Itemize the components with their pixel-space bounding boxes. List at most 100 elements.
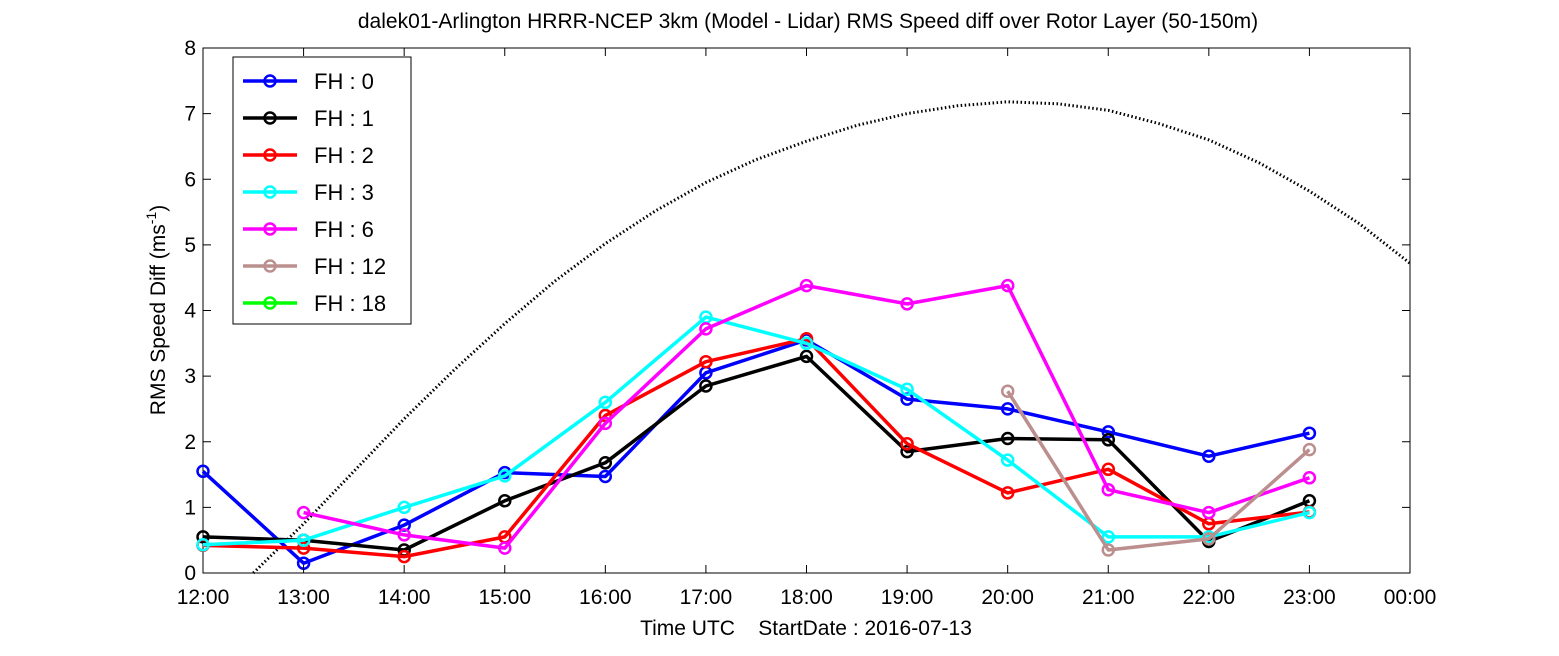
data-point xyxy=(196,530,210,544)
data-point xyxy=(1302,505,1317,520)
legend-label: FH : 2 xyxy=(314,143,374,168)
data-point xyxy=(1101,425,1116,439)
data-point xyxy=(900,444,914,459)
x-tick-label: 17:00 xyxy=(680,586,733,609)
series-line xyxy=(1006,390,1311,552)
x-tick-label: 19:00 xyxy=(881,586,934,609)
data-point xyxy=(598,456,613,470)
legend-label: FH : 6 xyxy=(314,217,374,242)
y-tick-label: 1 xyxy=(184,496,196,519)
y-tick-label: 2 xyxy=(184,431,196,454)
x-tick-label: 00:00 xyxy=(1384,586,1437,609)
legend-swatch-marker xyxy=(263,185,277,199)
series-5 xyxy=(1000,384,1317,557)
data-point xyxy=(799,349,814,364)
legend: FH : 0 FH : 1 FH : 2 FH : 3 FH : 6 FH : 12 FH … xyxy=(232,56,412,325)
data-point xyxy=(1101,462,1116,477)
data-point xyxy=(900,382,914,397)
legend-item: FH : 12 xyxy=(243,254,386,279)
series-line xyxy=(303,283,1310,550)
data-point xyxy=(296,541,311,555)
y-tick-label: 8 xyxy=(184,37,196,60)
data-point xyxy=(397,500,411,515)
x-tick-label: 14:00 xyxy=(378,586,431,609)
data-point xyxy=(196,464,210,479)
x-tick-label: 13:00 xyxy=(277,586,330,609)
data-point xyxy=(900,436,914,451)
data-point xyxy=(498,541,512,555)
data-point xyxy=(1202,532,1216,546)
data-point xyxy=(598,469,613,484)
data-point xyxy=(1302,426,1317,440)
data-point xyxy=(1000,431,1015,446)
legend-swatch-marker xyxy=(263,148,277,162)
y-tick-label: 6 xyxy=(184,168,196,191)
y-tick-label: 7 xyxy=(184,103,196,126)
legend-label: FH : 3 xyxy=(314,180,374,205)
y-tick-label: 0 xyxy=(184,562,196,585)
x-tick-label: 21:00 xyxy=(1082,586,1135,609)
data-point xyxy=(1302,442,1317,457)
data-point xyxy=(900,297,914,311)
x-tick-label: 20:00 xyxy=(981,586,1034,609)
legend-item: FH : 18 xyxy=(243,291,386,316)
series-line xyxy=(202,315,1310,547)
data-point xyxy=(799,336,814,351)
legend-swatch-marker xyxy=(263,74,277,88)
data-point xyxy=(1000,278,1015,293)
data-point xyxy=(498,494,512,508)
legend-item: FH : 0 xyxy=(243,69,374,94)
legend-swatch-marker xyxy=(263,259,277,273)
legend-item: FH : 2 xyxy=(243,143,374,168)
x-tick-label: 22:00 xyxy=(1183,586,1236,609)
data-point xyxy=(397,549,411,564)
y-tick-label: 4 xyxy=(184,300,196,323)
x-tick-label: 23:00 xyxy=(1283,586,1336,609)
data-point xyxy=(699,322,713,336)
legend-swatch-marker xyxy=(263,296,277,310)
data-point xyxy=(1000,402,1015,416)
y-tick-label: 3 xyxy=(184,365,196,388)
data-point xyxy=(1000,384,1015,398)
data-point xyxy=(1302,471,1317,485)
data-point xyxy=(699,379,713,393)
data-point xyxy=(397,528,411,542)
data-point xyxy=(196,538,210,552)
data-point xyxy=(498,469,512,483)
tick-layer xyxy=(202,47,1411,574)
x-tick-label: 18:00 xyxy=(780,586,833,609)
data-point xyxy=(1101,543,1116,557)
y-tick-labels: 0 1 2 3 4 5 6 7 8 xyxy=(184,37,196,585)
data-point xyxy=(1202,449,1216,463)
data-point xyxy=(1000,453,1015,467)
legend-swatch-marker xyxy=(263,111,277,125)
series-layer xyxy=(196,278,1317,570)
legend-items: FH : 0 FH : 1 FH : 2 FH : 3 FH : 6 FH : 12 FH … xyxy=(243,69,386,316)
data-point xyxy=(1202,505,1216,520)
data-point xyxy=(598,395,613,410)
data-point xyxy=(598,416,613,431)
legend-label: FH : 18 xyxy=(314,291,386,316)
y-tick-label: 5 xyxy=(184,234,196,257)
y-axis-label-main: RMS Speed Diff (ms xyxy=(147,224,170,415)
series-4 xyxy=(296,278,1317,555)
data-point xyxy=(296,533,311,547)
data-point xyxy=(1101,433,1116,447)
series-2 xyxy=(196,331,1317,564)
legend-box xyxy=(232,56,412,325)
data-point xyxy=(1101,530,1116,544)
data-point xyxy=(799,278,814,293)
x-axis-label: Time UTC StartDate : 2016-07-13 xyxy=(640,617,972,640)
chart-title: dalek01-Arlington HRRR-NCEP 3km (Model -… xyxy=(358,10,1258,33)
x-tick-labels: 12:00 13:00 14:00 15:00 16:00 17:00 18:00 19:00… xyxy=(177,586,1437,609)
legend-label: FH : 1 xyxy=(314,106,374,131)
x-tick-label: 12:00 xyxy=(177,586,230,609)
series-line xyxy=(202,354,1311,552)
y-axis-label-close: ) xyxy=(147,205,170,212)
data-point xyxy=(699,354,713,369)
data-point xyxy=(296,505,311,520)
x-tick-label: 16:00 xyxy=(579,586,632,609)
data-point xyxy=(1101,482,1116,497)
y-axis-label: RMS Speed Diff (ms-1) xyxy=(143,205,170,415)
